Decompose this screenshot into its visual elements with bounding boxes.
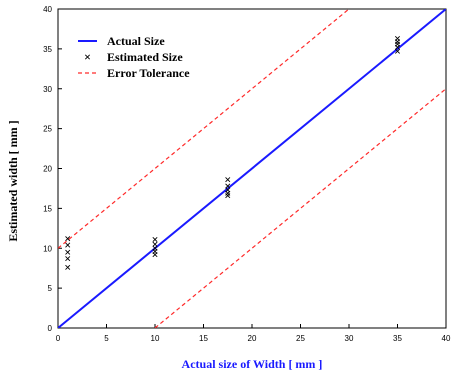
x-tick-label: 35 (393, 334, 402, 343)
x-tick-label: 0 (56, 334, 61, 343)
data-point (152, 252, 158, 258)
legend-item: Estimated Size (84, 50, 183, 64)
legend-item: Error Tolerance (78, 66, 190, 80)
y-tick-label: 40 (43, 5, 52, 14)
legend-label: Actual Size (107, 34, 165, 48)
y-axis-label: Estimated width [ mm ] (6, 120, 20, 241)
data-point (65, 264, 71, 270)
legend-label: Estimated Size (107, 50, 183, 64)
series-line-actual-size (58, 9, 446, 328)
x-tick-label: 20 (248, 334, 257, 343)
y-tick-label: 35 (43, 45, 52, 54)
x-tick-label: 15 (199, 334, 208, 343)
y-tick-label: 15 (43, 204, 52, 213)
legend-swatch (84, 54, 91, 60)
series-group (58, 9, 446, 328)
data-point (394, 48, 401, 54)
data-point (152, 236, 158, 242)
data-point (225, 183, 231, 189)
y-tick-label: 30 (43, 85, 52, 94)
data-point (394, 44, 401, 50)
y-tick-label: 0 (48, 324, 53, 333)
y-tick-label: 5 (48, 284, 53, 293)
x-tick-label: 5 (104, 334, 109, 343)
x-tick-label: 30 (345, 334, 354, 343)
x-tick-label: 25 (296, 334, 305, 343)
data-point (152, 241, 158, 247)
data-point (65, 256, 71, 262)
x-axis-label: Actual size of Width [ mm ] (182, 357, 323, 371)
legend: Actual Size Estimated Size Error Tolerance (78, 34, 190, 80)
legend-label: Error Tolerance (107, 66, 190, 80)
y-tick-label: 10 (43, 244, 52, 253)
x-tick-label: 40 (442, 334, 451, 343)
data-point (65, 242, 71, 248)
data-point (65, 249, 71, 255)
y-tick-label: 25 (43, 125, 52, 134)
data-point (225, 177, 231, 183)
data-point (225, 193, 231, 199)
legend-item: Actual Size (78, 34, 165, 48)
plot-area: 0 5 10 15 20 25 30 35 40 0 5 10 15 20 25 30 35 40 (43, 5, 451, 343)
y-tick-label: 20 (43, 165, 52, 174)
x-tick-label: 10 (151, 334, 160, 343)
data-point (65, 236, 71, 242)
